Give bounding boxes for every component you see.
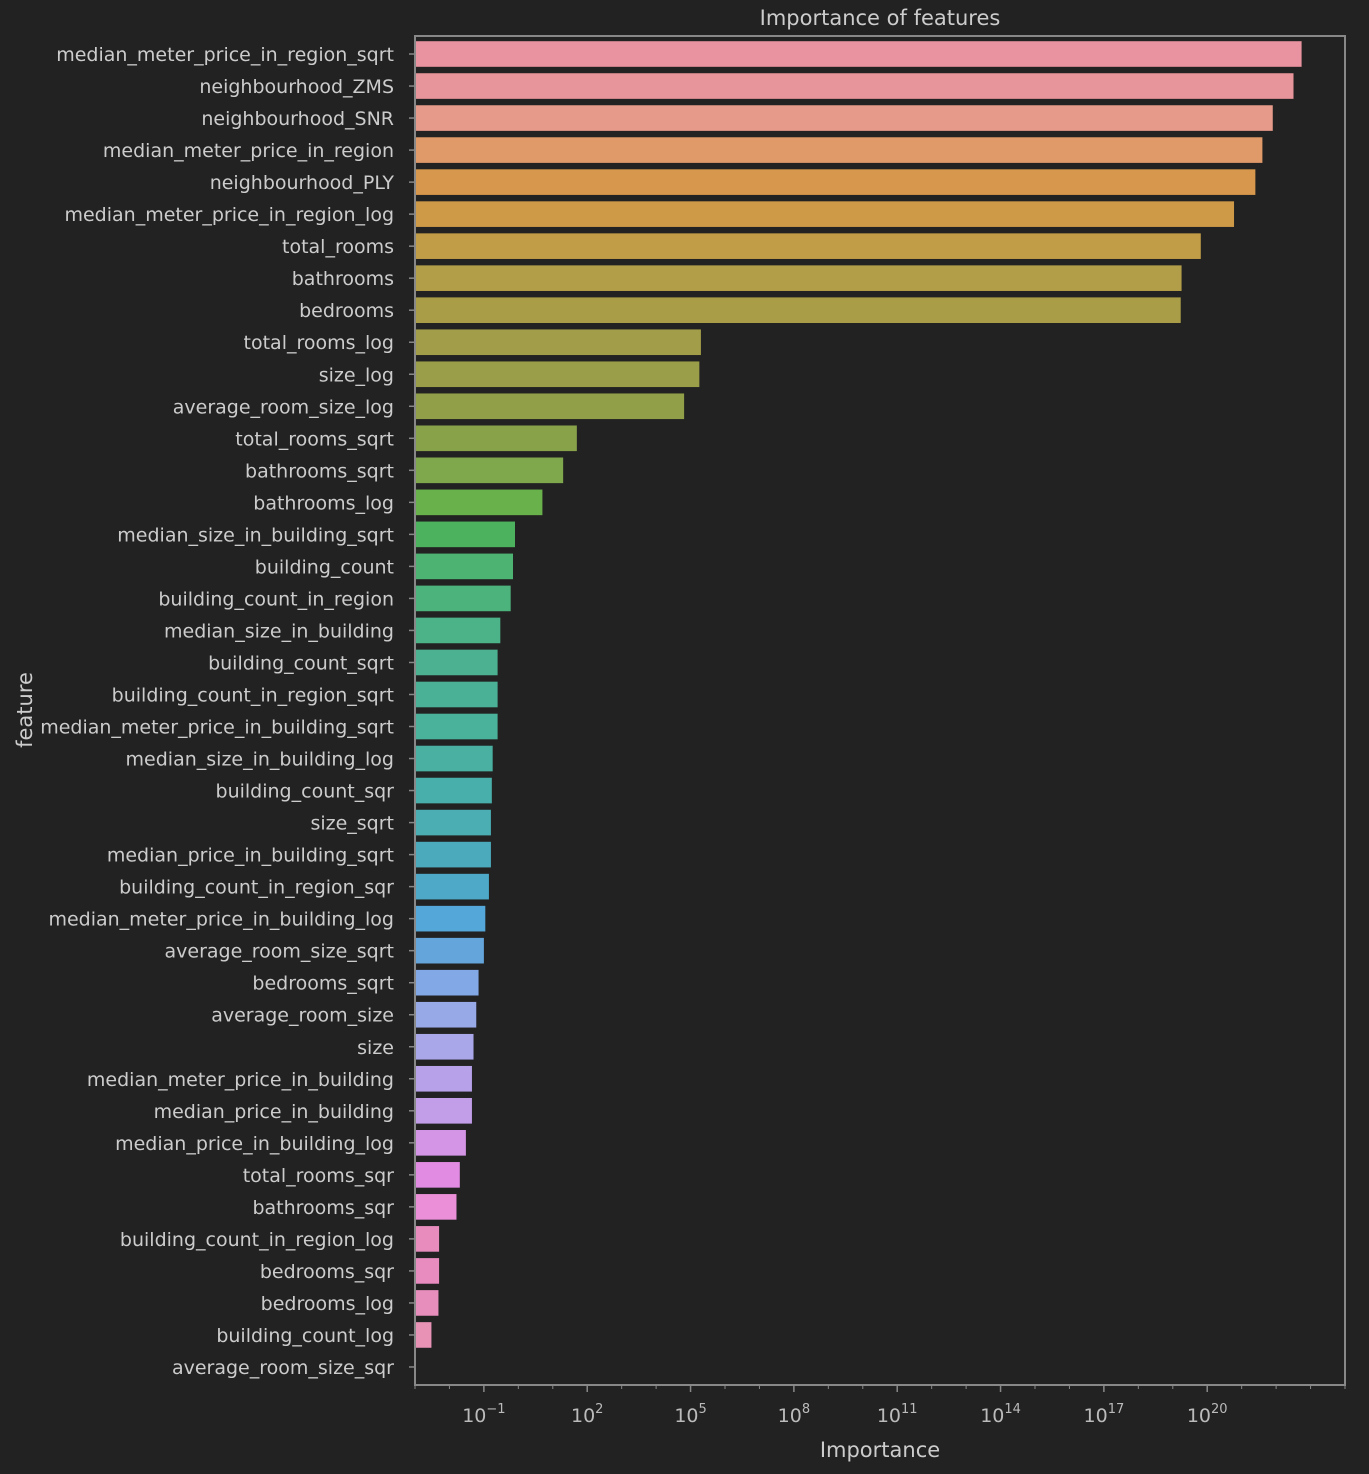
category-label: building_count_in_region (158, 588, 394, 610)
category-label: building_count (255, 556, 394, 578)
x-tick-label: 1014 (980, 1402, 1021, 1427)
category-label: size_sqrt (310, 813, 394, 835)
category-label: total_rooms (282, 236, 394, 258)
bar-median-size-in-building-log (415, 745, 493, 772)
bar-median-meter-price-in-building-log (415, 905, 486, 932)
bar-median-meter-price-in-region-log (415, 201, 1235, 227)
category-label: building_count_in_region_sqr (119, 877, 394, 899)
bar-median-price-in-building (415, 1097, 472, 1124)
category-label: bedrooms_log (261, 1293, 394, 1315)
category-label: median_size_in_building (164, 620, 394, 642)
bar-size (415, 1033, 474, 1060)
bar-bedrooms-sqrt (415, 969, 479, 996)
bar-total-rooms-log (415, 329, 701, 356)
bar-building-count-sqrt (415, 649, 498, 676)
category-label: total_rooms_sqrt (235, 428, 394, 450)
category-label: average_room_size (211, 1005, 394, 1027)
bar-building-count-sqr (415, 777, 492, 804)
x-tick-label: 1017 (1084, 1402, 1125, 1427)
bar-bedrooms (415, 297, 1181, 324)
x-tick-label: 102 (571, 1402, 603, 1427)
category-label: median_price_in_building (154, 1101, 394, 1123)
category-label: median_price_in_building_log (115, 1133, 394, 1155)
category-label: total_rooms_log (244, 332, 394, 354)
x-tick-label: 1011 (877, 1402, 918, 1427)
bar-bathrooms-log (415, 489, 543, 516)
bar-neighbourhood-snr (415, 105, 1273, 131)
category-label: average_room_size_sqr (172, 1357, 394, 1379)
category-labels-group: median_meter_price_in_region_sqrtneighbo… (40, 44, 415, 1379)
x-axis-label: Importance (820, 1438, 940, 1462)
bar-median-meter-price-in-building-sqrt (415, 713, 498, 740)
x-tick-label: 105 (674, 1402, 706, 1427)
category-label: bedrooms_sqr (260, 1261, 394, 1283)
category-label: building_count_in_region_sqrt (112, 684, 394, 706)
bar-building-count-in-region (415, 585, 511, 612)
category-label: bathrooms_sqrt (245, 460, 394, 482)
bar-building-count-in-region-log (415, 1226, 440, 1252)
category-label: size (357, 1037, 394, 1059)
bar-neighbourhood-ply (415, 169, 1256, 195)
bar-median-meter-price-in-building (415, 1065, 472, 1092)
bars-group (415, 41, 1302, 1348)
category-label: neighbourhood_ZMS (199, 76, 394, 98)
bar-average-room-size (415, 1001, 477, 1028)
category-label: median_meter_price_in_building_log (48, 909, 394, 931)
bar-neighbourhood-zms (415, 73, 1294, 99)
bar-bathrooms-sqr (415, 1194, 457, 1220)
category-label: bathrooms_log (253, 492, 394, 514)
bar-median-price-in-building-log (415, 1130, 466, 1156)
category-label: median_meter_price_in_region_log (64, 204, 394, 226)
bar-median-meter-price-in-region (415, 137, 1263, 163)
category-label: neighbourhood_PLY (210, 172, 395, 194)
x-ticks-group: 10−1 102 105 108 1011 1014 1017 1020 (414, 1385, 1346, 1427)
bar-average-room-size-log (415, 393, 685, 420)
bar-size-log (415, 361, 700, 388)
x-tick-label: 10−1 (462, 1402, 505, 1427)
bar-total-rooms-sqrt (415, 425, 577, 452)
category-label: average_room_size_sqrt (165, 941, 395, 963)
bar-bathrooms-sqrt (415, 457, 564, 484)
bar-median-size-in-building-sqrt (415, 521, 515, 548)
category-label: bathrooms (292, 268, 394, 290)
category-label: building_count_sqrt (208, 652, 394, 674)
x-tick-label: 108 (778, 1402, 810, 1427)
bar-bathrooms (415, 265, 1182, 291)
category-label: total_rooms_sqr (243, 1165, 394, 1187)
bar-median-meter-price-in-region-sqrt (415, 41, 1302, 67)
category-label: median_meter_price_in_building (87, 1069, 394, 1091)
bar-median-size-in-building (415, 617, 501, 644)
bar-median-price-in-building-sqrt (415, 841, 491, 868)
category-label: median_meter_price_in_region (103, 140, 394, 162)
bar-total-rooms-sqr (415, 1162, 460, 1188)
bar-total-rooms (415, 233, 1201, 259)
category-label: bedrooms (299, 300, 394, 322)
category-label: building_count_log (216, 1325, 394, 1347)
x-tick-label: 1020 (1187, 1402, 1228, 1427)
bar-bedrooms-sqr (415, 1258, 440, 1284)
category-label: building_count_sqr (216, 781, 395, 803)
category-label: building_count_in_region_log (120, 1229, 394, 1251)
bar-building-count-in-region-sqr (415, 873, 489, 900)
category-label: median_meter_price_in_building_sqrt (40, 717, 394, 739)
category-label: neighbourhood_SNR (201, 108, 394, 130)
chart-title: Importance of features (760, 6, 1001, 30)
bar-average-room-size-sqrt (415, 937, 484, 964)
category-label: bedrooms_sqrt (252, 973, 394, 995)
plot-frame (414, 35, 1346, 1386)
bar-building-count-in-region-sqrt (415, 681, 498, 708)
category-label: median_meter_price_in_region_sqrt (56, 44, 394, 66)
category-label: bathrooms_sqr (252, 1197, 394, 1219)
bar-building-count-log (415, 1322, 432, 1348)
category-label: size_log (319, 364, 394, 386)
category-label: average_room_size_log (173, 396, 394, 418)
y-axis-label: feature (13, 672, 37, 748)
category-label: median_size_in_building_sqrt (117, 524, 394, 546)
category-label: median_size_in_building_log (126, 749, 394, 771)
bar-bedrooms-log (415, 1290, 439, 1316)
category-label: median_price_in_building_sqrt (107, 845, 394, 867)
bar-size-sqrt (415, 809, 491, 836)
bar-building-count (415, 553, 513, 580)
